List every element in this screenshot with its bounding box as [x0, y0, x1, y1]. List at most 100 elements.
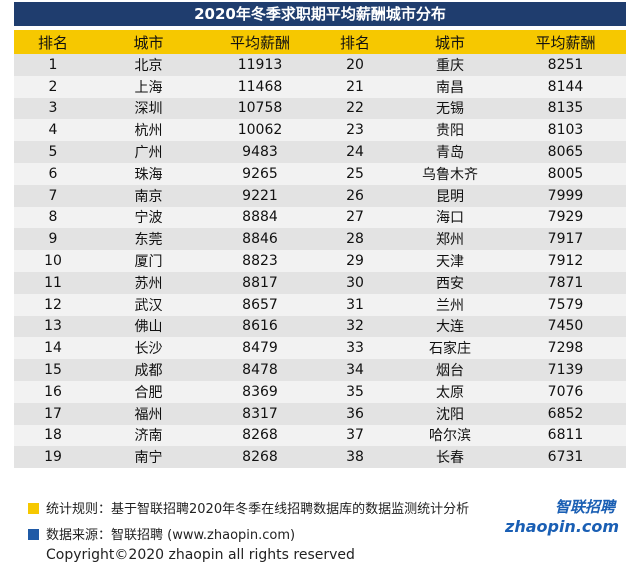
table-cell: 沈阳: [395, 402, 505, 425]
table-cell: 2: [14, 75, 92, 98]
table-cell: 昆明: [395, 184, 505, 207]
note: 数据来源：智联招聘 (www.zhaopin.com): [46, 528, 296, 543]
table-cell: 10: [14, 250, 92, 272]
table-cell: 29: [315, 250, 395, 272]
table-cell: 珠海: [92, 162, 205, 185]
table-cell: 天津: [395, 250, 505, 272]
table-cell: 8479: [205, 337, 315, 360]
table-row: 18 济南 8268 37 哈尔滨 6811: [14, 424, 626, 447]
table-cell: 合肥: [92, 380, 205, 403]
table-cell: 31: [315, 293, 395, 316]
table-row: 3 深圳 10758 22 无锡 8135: [14, 97, 626, 120]
table-cell: 8478: [205, 359, 315, 381]
table-cell: 15: [14, 359, 92, 381]
table-cell: 8369: [205, 380, 315, 403]
table-cell: 郑州: [395, 228, 505, 251]
table-cell: 25: [315, 162, 395, 185]
table-cell: 6852: [505, 402, 626, 425]
table-cell: 24: [315, 141, 395, 163]
table-row: 11 苏州 8817 30 西安 7871: [14, 271, 626, 294]
table-cell: 8103: [505, 119, 626, 142]
table-cell: 南昌: [395, 75, 505, 98]
table-cell: 23: [315, 119, 395, 142]
table-body: 1 北京 11913 20 重庆 8251 2 上海 11468 21 南昌 8144 3 深圳 10758…: [14, 54, 626, 469]
table-cell: 8317: [205, 402, 315, 425]
table-cell: 9: [14, 228, 92, 251]
table-cell: 8817: [205, 271, 315, 294]
header-cell: 平均薪酬: [505, 30, 626, 54]
table-cell: 苏州: [92, 271, 205, 294]
table-cell: 8005: [505, 162, 626, 185]
table-cell: 福州: [92, 402, 205, 425]
table-cell: 8884: [205, 206, 315, 229]
table-cell: 6731: [505, 446, 626, 469]
table-row: 1 北京 11913 20 重庆 8251: [14, 54, 626, 76]
header-cell: 城市: [92, 30, 205, 54]
table-row: 2 上海 11468 21 南昌 8144: [14, 75, 626, 98]
table-row: 7 南京 9221 26 昆明 7999: [14, 184, 626, 207]
yellow-marker: [28, 503, 39, 514]
table-cell: 8268: [205, 424, 315, 447]
table-cell: 38: [315, 446, 395, 469]
table-cell: 4: [14, 119, 92, 142]
table-cell: 9265: [205, 162, 315, 185]
table-row: 9 东莞 8846 28 郑州 7917: [14, 228, 626, 251]
table-row: 14 长沙 8479 33 石家庄 7298: [14, 337, 626, 360]
table-cell: 广州: [92, 141, 205, 163]
table-cell: 13: [14, 315, 92, 338]
table-cell: 8823: [205, 250, 315, 272]
table-cell: 22: [315, 97, 395, 120]
table-row: 16 合肥 8369 35 太原 7076: [14, 380, 626, 403]
header-cell: 排名: [315, 30, 395, 54]
table-cell: 大连: [395, 315, 505, 338]
table-cell: 海口: [395, 206, 505, 229]
table-row: 13 佛山 8616 32 大连 7450: [14, 315, 626, 338]
table-cell: 东莞: [92, 228, 205, 251]
table-cell: 贵阳: [395, 119, 505, 142]
table-cell: 36: [315, 402, 395, 425]
table-cell: 8616: [205, 315, 315, 338]
table-cell: 太原: [395, 380, 505, 403]
table-row: 5 广州 9483 24 青岛 8065: [14, 141, 626, 163]
table-cell: 南宁: [92, 446, 205, 469]
table-cell: 10062: [205, 119, 315, 142]
table-cell: 长春: [395, 446, 505, 469]
table-cell: 1: [14, 54, 92, 76]
table-cell: 深圳: [92, 97, 205, 120]
table-cell: 5: [14, 141, 92, 163]
table-cell: 12: [14, 293, 92, 316]
table-cell: 杭州: [92, 119, 205, 142]
header-row: 排名 城市 平均薪酬 排名 城市 平均薪酬: [14, 30, 626, 54]
table-cell: 8657: [205, 293, 315, 316]
table-cell: 烟台: [395, 359, 505, 381]
table-cell: 7076: [505, 380, 626, 403]
table-cell: 9483: [205, 141, 315, 163]
table-cell: 6811: [505, 424, 626, 447]
table-cell: 宁波: [92, 206, 205, 229]
table-row: 19 南宁 8268 38 长春 6731: [14, 446, 626, 469]
table-cell: 重庆: [395, 54, 505, 76]
table-cell: 8144: [505, 75, 626, 98]
table-row: 17 福州 8317 36 沈阳 6852: [14, 402, 626, 425]
table-cell: 7871: [505, 271, 626, 294]
table-cell: 南京: [92, 184, 205, 207]
logo: 智联招聘 zhaopin.com: [505, 496, 619, 536]
table-cell: 34: [315, 359, 395, 381]
table-cell: 16: [14, 380, 92, 403]
table-cell: 西安: [395, 271, 505, 294]
table-cell: 8251: [505, 54, 626, 76]
table-cell: 青岛: [395, 141, 505, 163]
table-cell: 11913: [205, 54, 315, 76]
table-cell: 30: [315, 271, 395, 294]
table-row: 12 武汉 8657 31 兰州 7579: [14, 293, 626, 316]
table-row: 15 成都 8478 34 烟台 7139: [14, 359, 626, 381]
table-cell: 7929: [505, 206, 626, 229]
table-cell: 哈尔滨: [395, 424, 505, 447]
table-cell: 21: [315, 75, 395, 98]
table-cell: 33: [315, 337, 395, 360]
table-cell: 7917: [505, 228, 626, 251]
table-cell: 无锡: [395, 97, 505, 120]
table-row: 8 宁波 8884 27 海口 7929: [14, 206, 626, 229]
table-cell: 14: [14, 337, 92, 360]
logo-name: 智联招聘: [554, 498, 615, 516]
